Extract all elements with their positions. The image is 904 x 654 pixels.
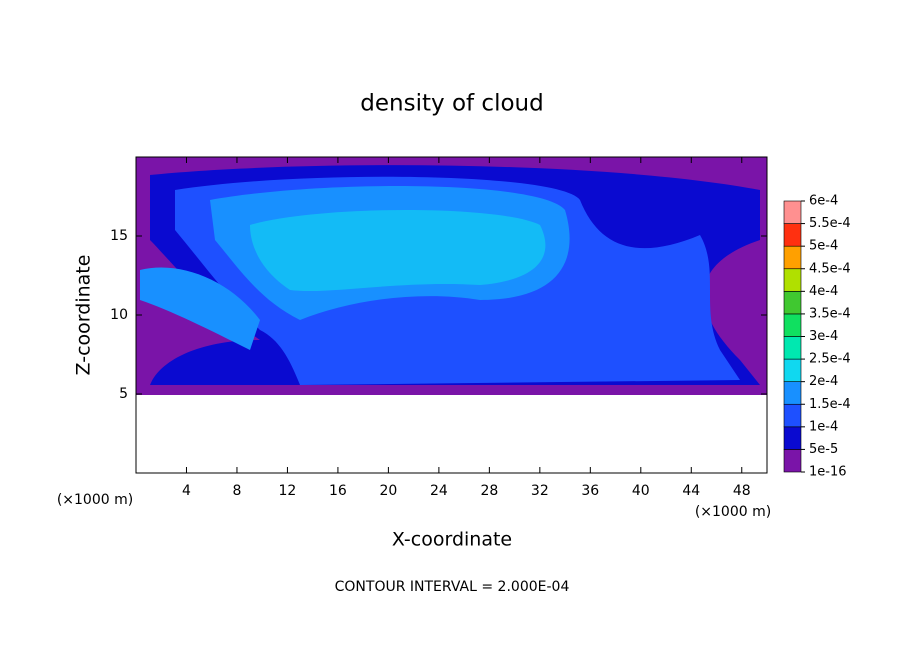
x-tick-label: 44	[682, 483, 700, 499]
colorbar-label: 5e-5	[809, 442, 838, 457]
x-unit-left: (×1000 m)	[57, 492, 133, 508]
x-tick-label: 20	[379, 483, 397, 499]
colorbar-box	[783, 336, 802, 360]
colorbar-label: 4e-4	[809, 284, 838, 299]
colorbar-box	[783, 358, 802, 382]
colorbar-label: 1.5e-4	[809, 397, 851, 412]
colorbar-label: 1e-16	[809, 465, 847, 480]
x-axis-label: X-coordinate	[392, 529, 512, 551]
colorbar-box	[783, 313, 802, 337]
x-unit-right: (×1000 m)	[695, 504, 771, 520]
x-tick-label: 16	[329, 483, 347, 499]
x-tick-label: 32	[531, 483, 549, 499]
colorbar-label: 5e-4	[809, 239, 838, 254]
colorbar-label: 1e-4	[809, 419, 838, 434]
x-tick-label: 28	[480, 483, 498, 499]
colorbar-box	[783, 449, 802, 473]
colorbar-label: 3.5e-4	[809, 306, 851, 321]
colorbar-label: 4.5e-4	[809, 261, 851, 276]
y-tick-label: 10	[110, 307, 128, 323]
colorbar-label: 3e-4	[809, 329, 838, 344]
x-tick-label: 40	[632, 483, 650, 499]
field-lightblue-left	[140, 267, 260, 350]
colorbar-box	[783, 200, 802, 224]
colorbar-box	[783, 223, 802, 247]
colorbar-label: 6e-4	[809, 194, 838, 209]
colorbar-label: 2e-4	[809, 374, 838, 389]
field-empty	[136, 395, 767, 473]
colorbar-box	[783, 381, 802, 405]
x-tick-label: 12	[279, 483, 297, 499]
colorbar-label: 5.5e-4	[809, 216, 851, 231]
colorbar-label: 2.5e-4	[809, 352, 851, 367]
colorbar-box	[783, 426, 802, 450]
colorbar-box	[783, 245, 802, 270]
x-tick-label: 24	[430, 483, 448, 499]
y-tick-label: 5	[119, 386, 128, 402]
y-tick-label: 15	[110, 228, 128, 244]
x-tick-label: 8	[232, 483, 241, 499]
colorbar-box	[783, 403, 802, 428]
x-tick-label: 36	[581, 483, 599, 499]
colorbar-box	[783, 291, 802, 315]
field-cyan	[250, 210, 546, 292]
contour-field	[135, 156, 768, 474]
colorbar-box	[783, 268, 802, 292]
y-axis-label: Z-coordinate	[73, 255, 95, 376]
annotation: CONTOUR INTERVAL = 2.000E-04	[335, 579, 570, 595]
x-tick-label: 48	[733, 483, 751, 499]
x-tick-label: 4	[182, 483, 191, 499]
chart-title: density of cloud	[360, 91, 543, 117]
